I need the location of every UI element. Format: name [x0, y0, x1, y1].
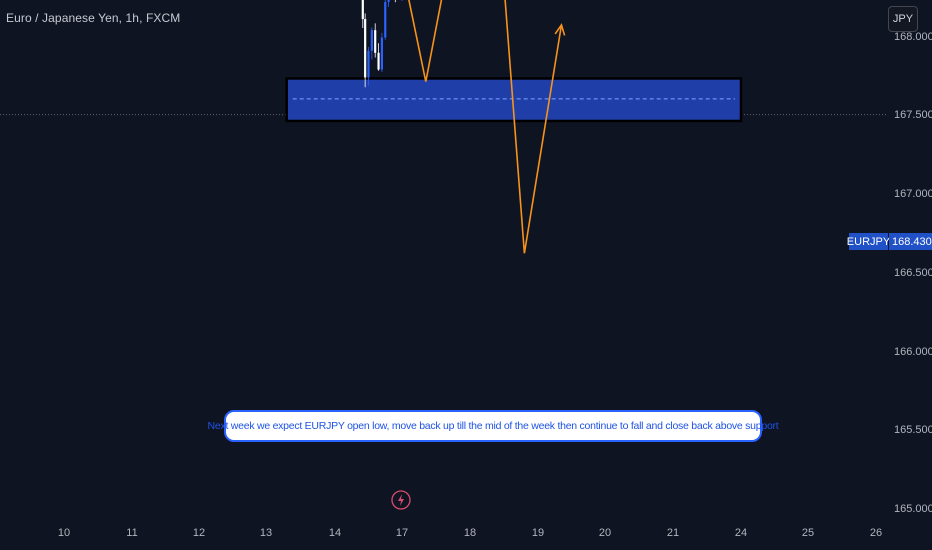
lightning-bolt-icon[interactable] [391, 490, 411, 510]
time-tick-label: 25 [801, 527, 815, 539]
chart-title: Euro / Japanese Yen, 1h, FXCM [6, 11, 181, 25]
price-tick-label: 166.500 [894, 266, 932, 279]
candle-body [364, 19, 367, 78]
time-tick-label: 18 [463, 527, 477, 539]
time-tick-label: 13 [259, 527, 273, 539]
candle-body [377, 52, 380, 70]
price-tick-label: 167.500 [894, 109, 932, 122]
time-tick-label: 20 [598, 527, 612, 539]
price-tick-label: 165.000 [894, 503, 932, 515]
candle-body [384, 2, 387, 38]
time-tick-label: 17 [395, 527, 409, 539]
currency-button[interactable]: JPY [888, 6, 918, 32]
price-tick-label: 167.000 [894, 188, 932, 200]
projection-arrowhead [554, 23, 566, 36]
candle-body [370, 30, 373, 51]
time-tick-label: 24 [734, 527, 748, 539]
candle-body [374, 30, 377, 53]
analysis-note-text: Next week we expect EURJPY open low, mov… [207, 420, 779, 432]
candle-body [380, 37, 383, 70]
time-tick-label: 14 [328, 527, 342, 539]
time-tick-label: 11 [126, 527, 138, 539]
time-tick-label: 19 [531, 527, 545, 539]
projection-path [408, 0, 563, 254]
analysis-note[interactable]: Next week we expect EURJPY open low, mov… [208, 410, 779, 442]
last-price-tag: 168.430 [889, 233, 932, 250]
candle-body [387, 0, 390, 3]
candle-body [361, 0, 364, 20]
price-tick-label: 168.000 [894, 30, 932, 43]
price-tick-label: 166.000 [894, 345, 932, 358]
price-tick-label: 165.500 [894, 424, 932, 437]
candle-body [367, 50, 370, 78]
time-tick-label: 10 [57, 527, 71, 539]
time-tick-label: 26 [869, 527, 883, 539]
time-tick-label: 12 [192, 527, 206, 539]
time-tick-label: 21 [666, 527, 680, 539]
symbol-price-tag: EURJPY [847, 233, 890, 250]
